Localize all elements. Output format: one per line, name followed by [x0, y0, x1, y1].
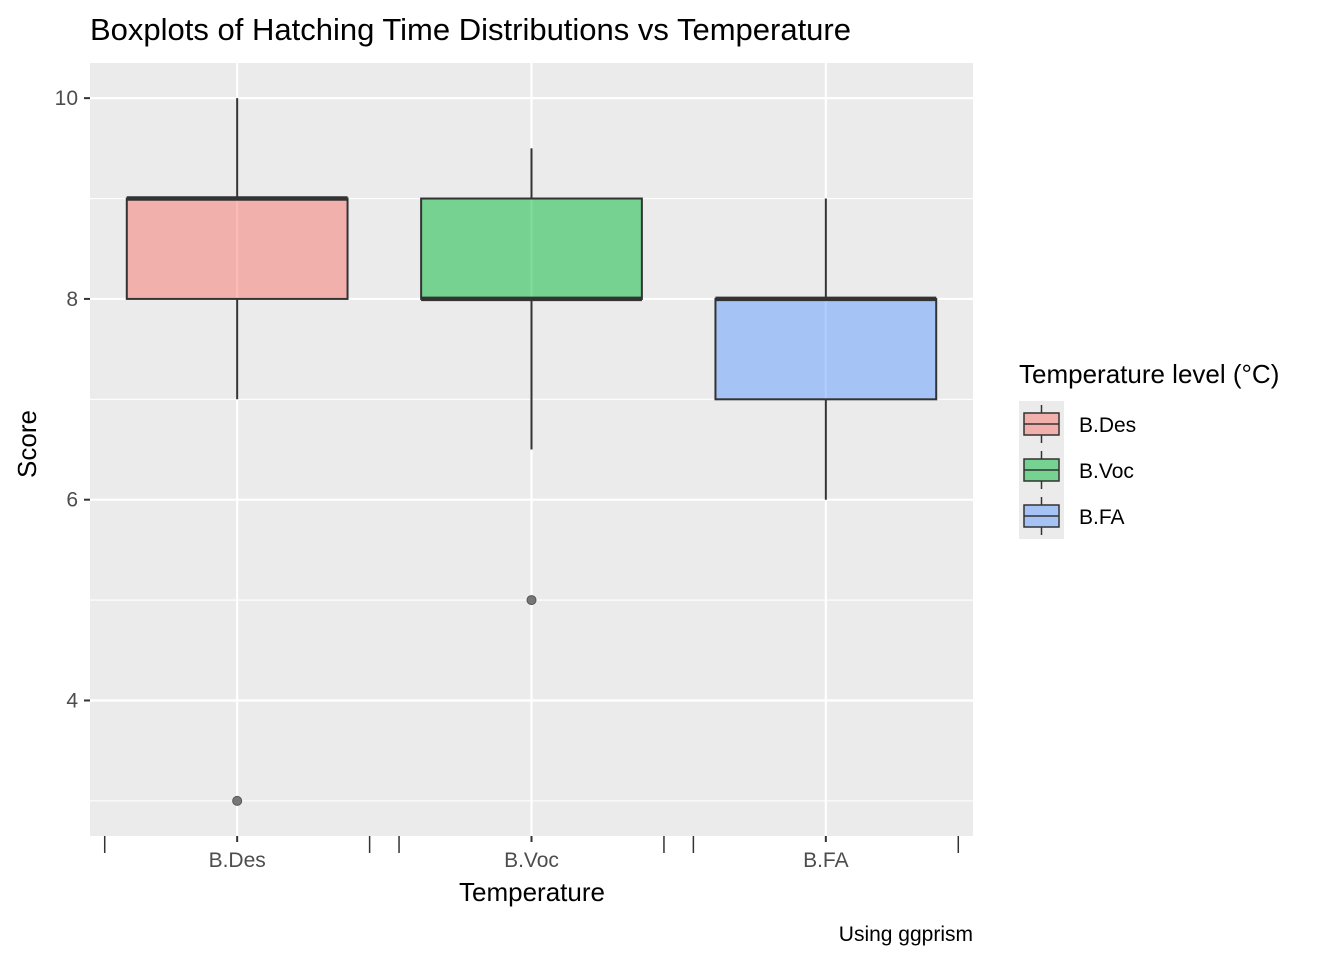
- y-axis-title: Score: [12, 410, 42, 478]
- box-b-voc: [420, 197, 643, 300]
- x-tick-label: B.FA: [803, 849, 849, 872]
- legend-label: B.FA: [1079, 506, 1125, 529]
- legend: Temperature level (°C) B.Des B.Voc B.FA: [1019, 359, 1279, 539]
- chart-title: Boxplots of Hatching Time Distributions …: [90, 12, 851, 47]
- x-tick-label: B.Des: [209, 849, 266, 872]
- legend-label: B.Des: [1079, 414, 1136, 437]
- legend-label: B.Voc: [1079, 460, 1134, 483]
- box-b-des: [125, 197, 349, 300]
- axes: 4 6 8 10 B.Des B.Voc B.FA: [55, 87, 960, 872]
- outliers: [232, 595, 537, 806]
- whiskers: [236, 98, 827, 500]
- x-tick-label: B.Voc: [504, 849, 559, 872]
- chart-caption: Using ggprism: [839, 923, 973, 946]
- boxes: [125, 196, 938, 401]
- legend-title: Temperature level (°C): [1019, 359, 1279, 389]
- outlier-point: [526, 595, 537, 606]
- box-b-fa: [714, 297, 938, 401]
- y-tick-label: 10: [55, 87, 78, 110]
- y-tick-label: 6: [66, 489, 78, 512]
- y-tick-label: 8: [66, 288, 78, 311]
- outlier-point: [232, 795, 243, 806]
- x-axis-title: Temperature: [459, 877, 605, 907]
- y-tick-label: 4: [66, 689, 78, 712]
